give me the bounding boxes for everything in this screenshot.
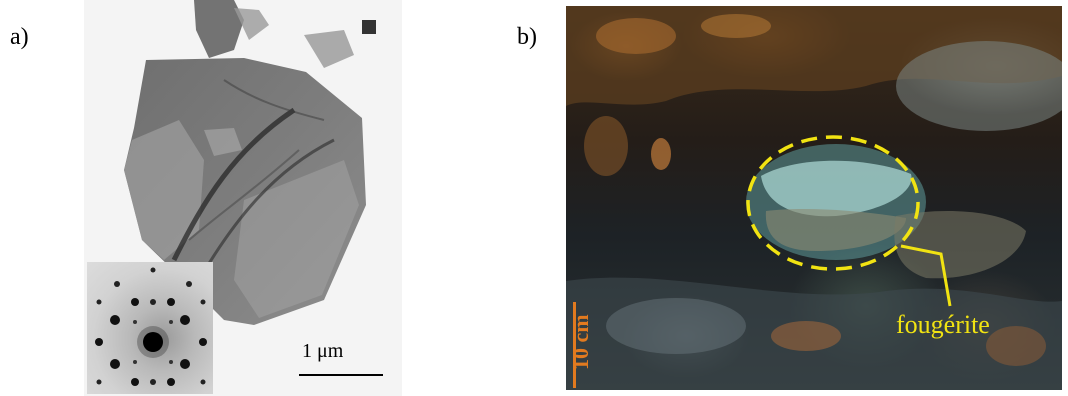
photo-scene <box>566 6 1062 390</box>
diffraction-spots <box>95 267 207 386</box>
panel-a-label: a) <box>10 24 29 50</box>
panel-b-label: b) <box>517 24 537 50</box>
crystal-image <box>124 0 376 325</box>
annotation-pointer-line <box>900 244 952 307</box>
photo-scale-bar <box>573 302 576 388</box>
photo-scale-label: 10 cm <box>568 314 593 370</box>
fougerite-annotation-label: fougérite <box>896 310 990 339</box>
tem-scale-label: 1 μm <box>302 340 344 362</box>
diffraction-pattern-inset <box>87 262 213 394</box>
fougerite-outline-ellipse <box>746 135 920 271</box>
tem-micrograph: 1 μm <box>84 0 402 396</box>
tem-scale-bar <box>299 374 383 376</box>
field-photograph: 10 cm fougérite <box>566 6 1062 390</box>
